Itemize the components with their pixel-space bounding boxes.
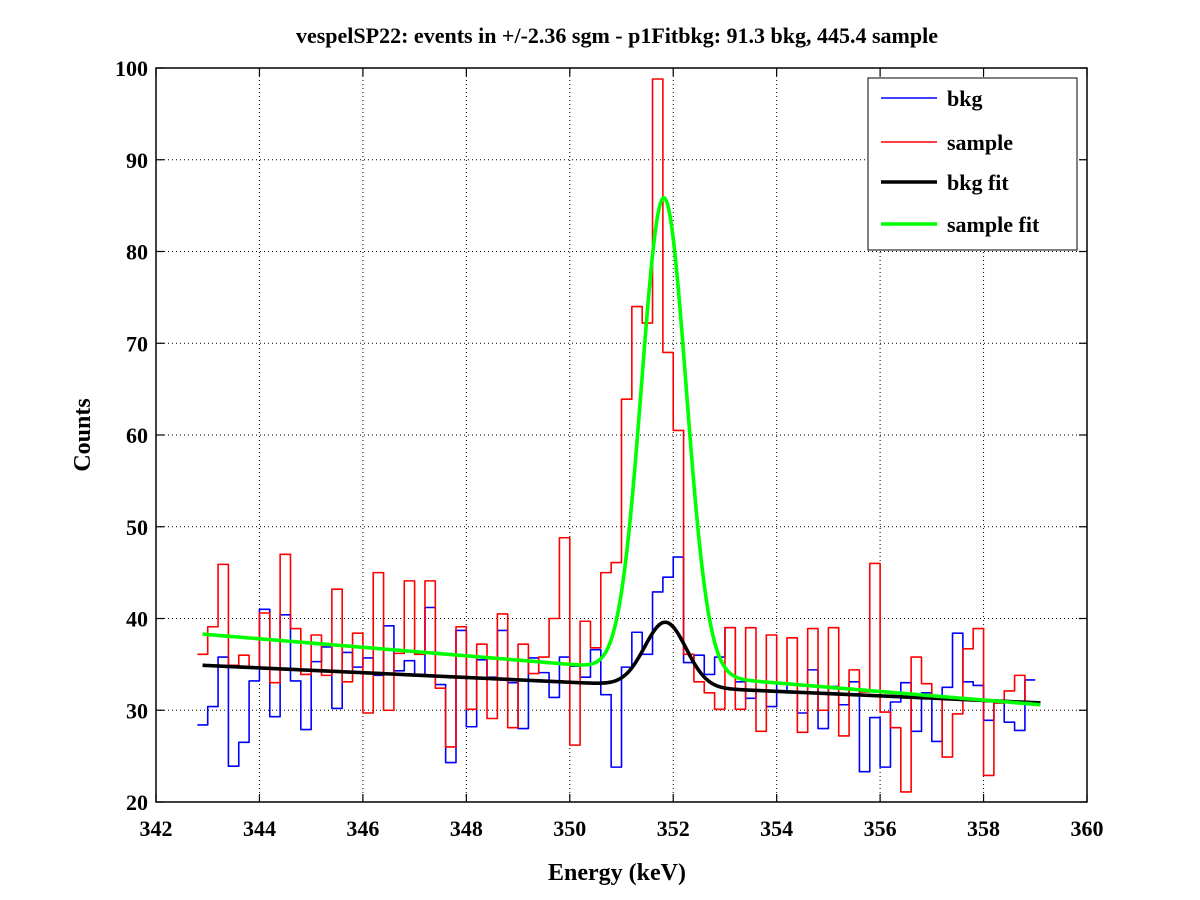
- y-tick-label: 80: [126, 240, 148, 265]
- y-tick-label: 90: [126, 148, 148, 173]
- x-tick-label: 344: [243, 816, 276, 841]
- x-tick-label: 356: [864, 816, 897, 841]
- y-tick-label: 70: [126, 331, 148, 356]
- x-tick-label: 354: [760, 816, 793, 841]
- y-tick-label: 40: [126, 607, 148, 632]
- y-tick-label: 30: [126, 698, 148, 723]
- x-tick-label: 358: [967, 816, 1000, 841]
- x-tick-label: 352: [657, 816, 690, 841]
- y-tick-label: 20: [126, 790, 148, 815]
- legend-box: [867, 77, 1078, 251]
- x-tick-label: 342: [140, 816, 173, 841]
- chart-title: vespelSP22: events in +/-2.36 sgm - p1Fi…: [296, 23, 938, 48]
- x-axis-label: Energy (keV): [548, 860, 686, 886]
- y-tick-label: 100: [115, 56, 148, 81]
- x-tick-label: 350: [553, 816, 586, 841]
- x-tick-label: 360: [1071, 816, 1104, 841]
- y-tick-label: 50: [126, 515, 148, 540]
- x-tick-label: 346: [346, 816, 379, 841]
- legend-label: bkg: [947, 86, 982, 111]
- bkg-fit-curve: [202, 620, 1041, 705]
- legend-label: sample fit: [947, 212, 1040, 237]
- sample-fit-curve: [202, 195, 1041, 707]
- legend-label: bkg fit: [947, 170, 1009, 195]
- y-tick-label: 60: [126, 423, 148, 448]
- series-layer: [197, 78, 1041, 793]
- bkg-histogram: [197, 556, 1036, 773]
- axis-ticks: 342 344 346 348 350 352 354 356 358 360 20 30 40 50 60…: [115, 56, 1104, 841]
- y-axis-label: Counts: [70, 398, 96, 471]
- legend-label: sample: [947, 130, 1013, 155]
- x-tick-label: 348: [450, 816, 483, 841]
- legend: bkg sample bkg fit sample fit: [867, 77, 1078, 251]
- sample-histogram: [197, 78, 1036, 793]
